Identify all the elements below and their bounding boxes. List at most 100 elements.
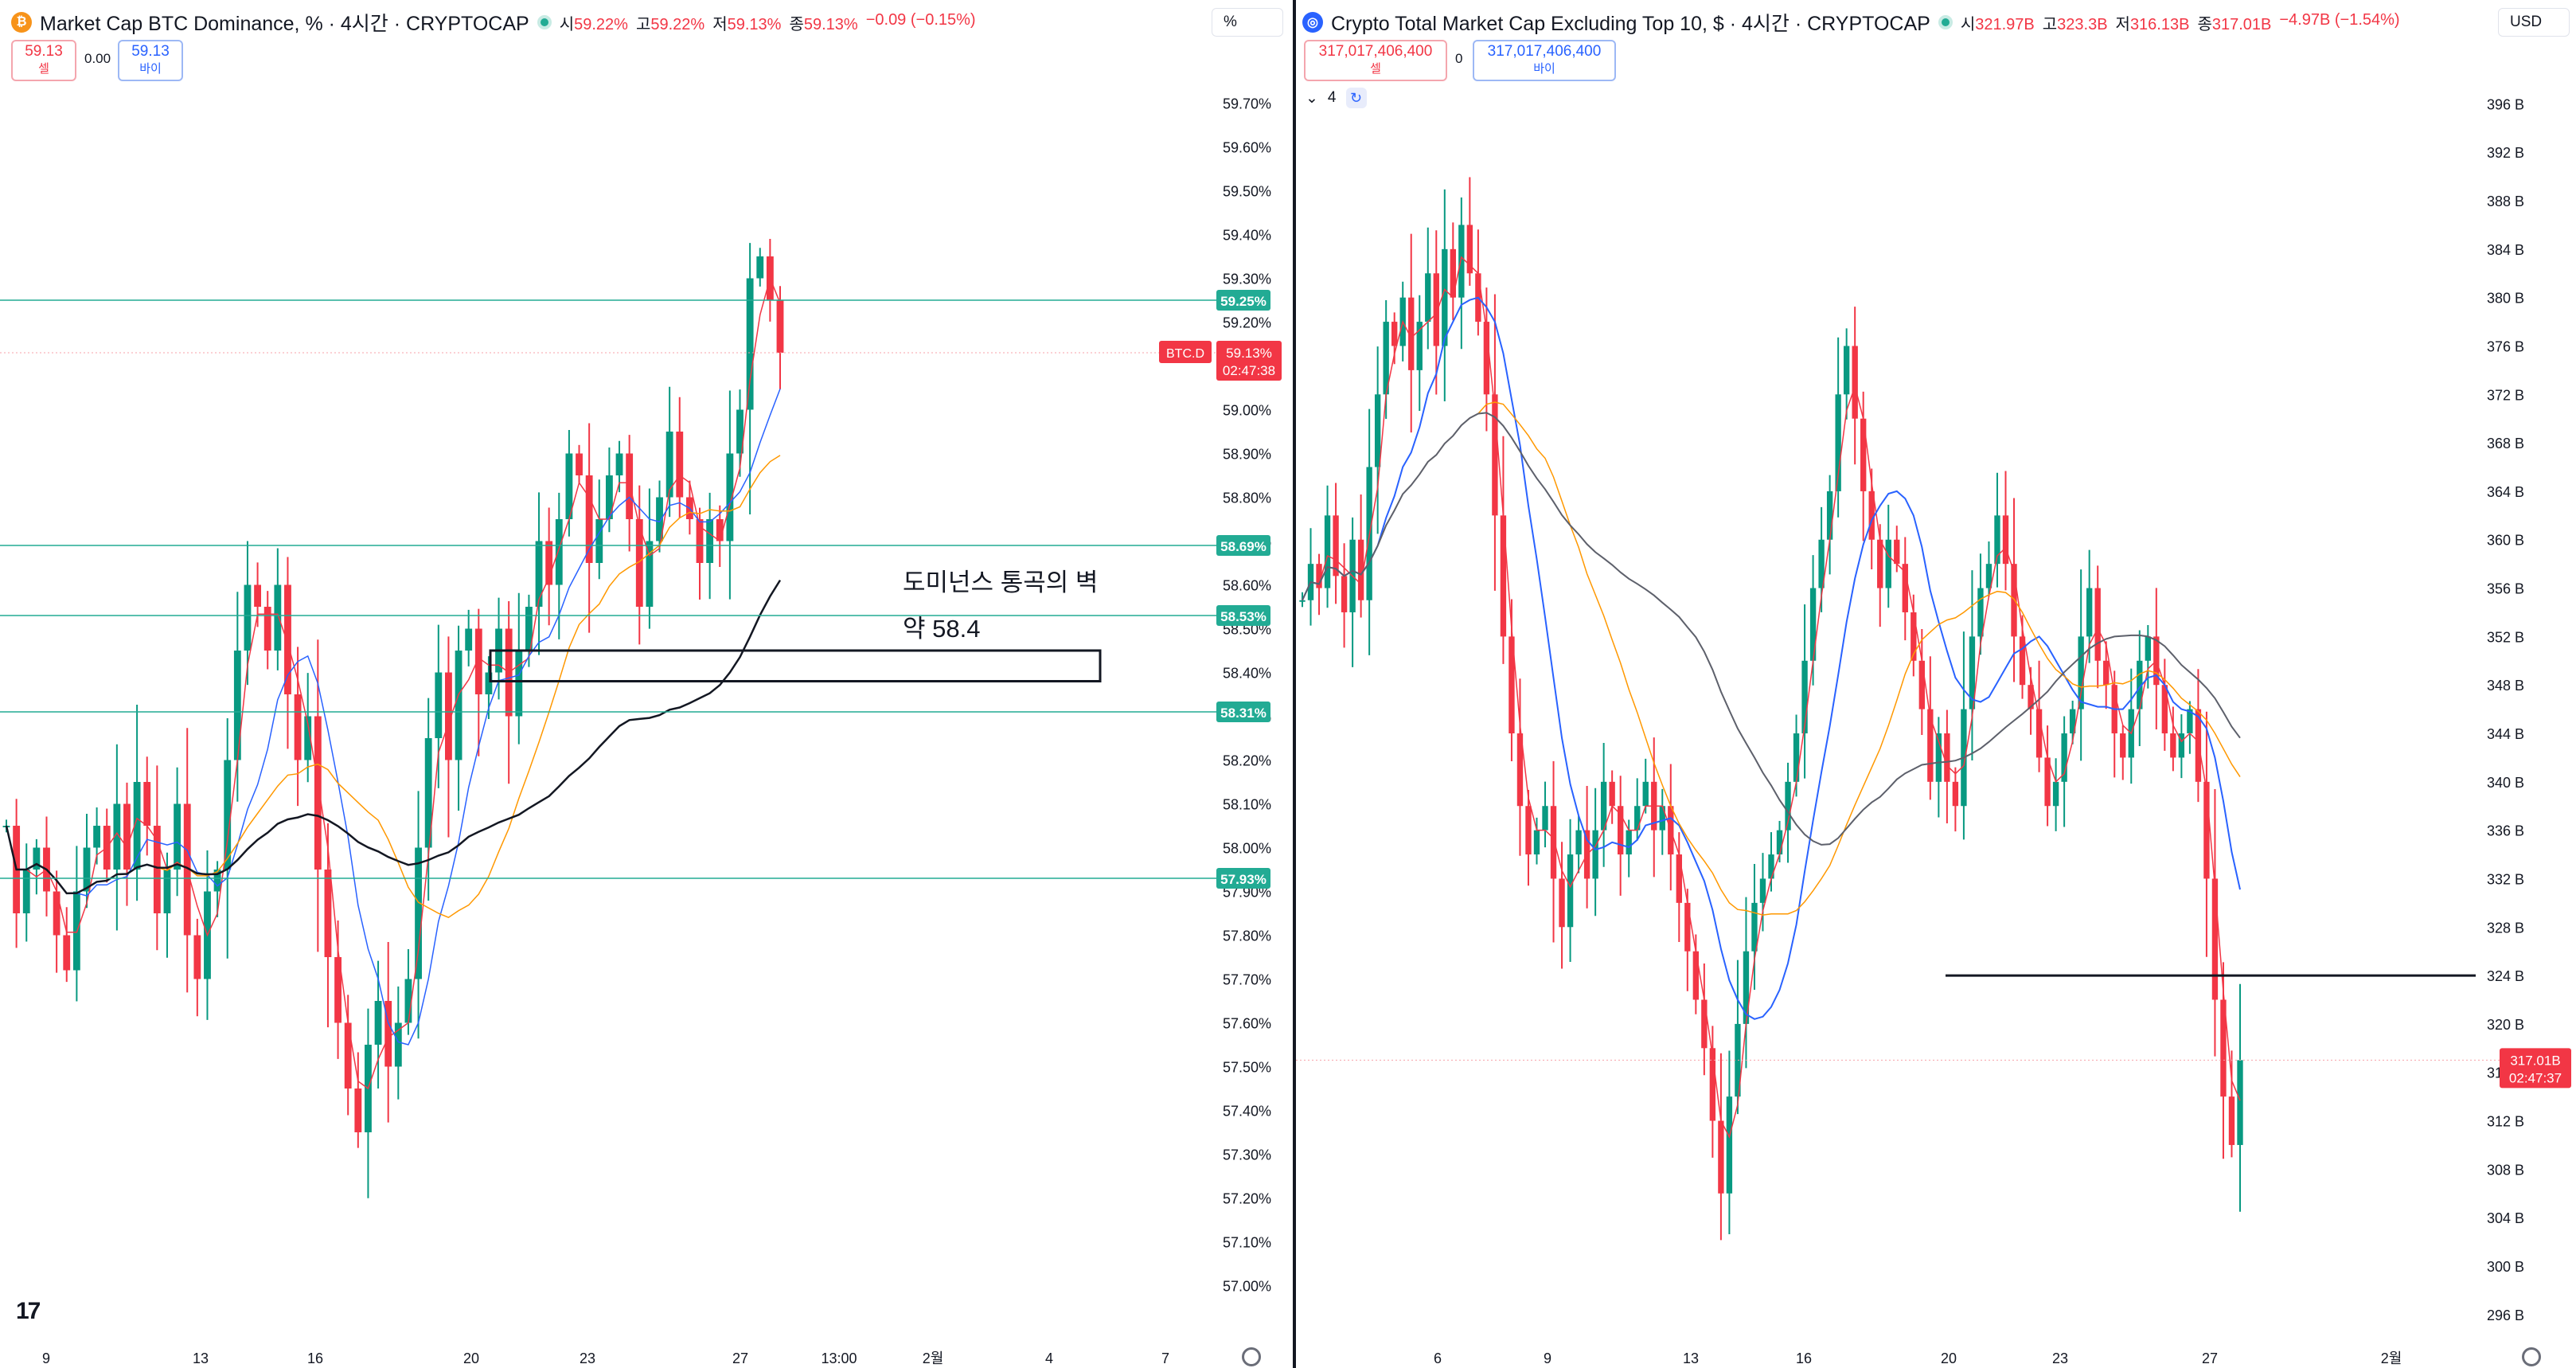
y-axis-tick-label: 324 B	[2487, 968, 2524, 984]
candle-down	[2211, 878, 2219, 1000]
candle-up	[465, 628, 473, 651]
right-sell-label: 셀	[1370, 62, 1381, 76]
x-axis-tick-label: 23	[2052, 1350, 2068, 1366]
candle-down	[2035, 709, 2043, 758]
right-sell-button[interactable]: 317,017,406,400 셀	[1304, 40, 1447, 81]
left-ohlc-value: 59.22%	[650, 15, 705, 33]
right-chart-title[interactable]: Crypto Total Market Cap Excluding Top 10…	[1331, 13, 1930, 35]
btc-dominance-chart[interactable]: 59.70% 59.60% 59.50% 59.40% 59.30% 59.20% 59.1…	[0, 0, 1290, 1368]
x-axis-tick-label: 9	[42, 1350, 50, 1366]
candle-up	[1383, 322, 1389, 395]
candle-up	[1768, 854, 1774, 879]
y-axis-tick-label: 332 B	[2487, 871, 2524, 887]
candle-down	[716, 519, 724, 541]
y-axis-tick-label: 59.40%	[1223, 228, 1271, 244]
candle-up	[1642, 781, 1649, 807]
left-settings-icon[interactable]	[1242, 1347, 1261, 1366]
right-unit-selector[interactable]: USD	[2498, 8, 2570, 37]
right-buy-button[interactable]: 317,017,406,400 바이	[1473, 40, 1616, 81]
candle-down	[626, 453, 634, 519]
candle-up	[726, 453, 734, 541]
y-axis-tick-label: 300 B	[2487, 1259, 2524, 1275]
level-price-tag	[1216, 868, 1270, 889]
refresh-icon[interactable]: ↻	[1345, 88, 1367, 108]
level-price-label: 59.25%	[1220, 294, 1267, 309]
candle-down	[143, 782, 151, 826]
candle-down	[2170, 733, 2176, 758]
candle-down	[1509, 636, 1515, 734]
candle-up	[1751, 902, 1758, 952]
candle-up	[1776, 830, 1783, 855]
candle-down	[1483, 322, 1490, 395]
candle-up	[22, 870, 30, 913]
total-market-cap-chart[interactable]: 396 B 392 B 388 B 384 B 380 B 376 B 372 B 368 B…	[1296, 0, 2576, 1368]
candle-up	[1985, 564, 1992, 588]
right-ohlc-item: 고323.3B	[2043, 11, 2108, 34]
candle-up	[394, 1022, 402, 1067]
candle-up	[1442, 248, 1448, 346]
candle-up	[404, 979, 412, 1023]
left-ohlc-value: −0.09 (−0.15%)	[865, 10, 976, 29]
candle-up	[1299, 600, 1306, 602]
left-ohlc-key: 시	[559, 15, 575, 33]
candle-up	[415, 847, 422, 979]
right-ohlc-key: 고	[2042, 15, 2058, 33]
candle-down	[1550, 806, 1557, 879]
left-sell-button[interactable]: 59.13 셀	[11, 40, 76, 81]
x-axis-tick-label: 27	[2202, 1350, 2218, 1366]
tradingview-logo[interactable]: 17	[16, 1298, 41, 1324]
candle-up	[1826, 491, 1833, 540]
level-price-tag	[1216, 605, 1270, 626]
candle-up	[2061, 733, 2067, 782]
candle-down	[1709, 1048, 1716, 1121]
left-chart-title[interactable]: Market Cap BTC Dominance, % · 4시간 · CRYP…	[40, 13, 529, 35]
candle-down	[1952, 781, 1959, 807]
candle-up	[435, 672, 443, 738]
x-axis-tick-label: 16	[1796, 1350, 1812, 1366]
candle-up	[525, 607, 533, 651]
candle-down	[776, 300, 784, 353]
candle-up	[224, 760, 232, 870]
candle-up	[274, 584, 282, 651]
level-price-tag	[1216, 535, 1270, 556]
right-settings-icon[interactable]	[2522, 1347, 2541, 1366]
candle-up	[1659, 806, 1665, 831]
crypto-cap-icon: ◎	[1302, 12, 1323, 33]
y-axis-tick-label: 57.70%	[1223, 972, 1271, 988]
candle-up	[1324, 515, 1331, 588]
candle-up	[1634, 806, 1641, 831]
annotation-line-1[interactable]: 도미넌스 통곡의 벽	[903, 569, 1099, 596]
total-market-cap-panel[interactable]: 396 B 392 B 388 B 384 B 380 B 376 B 372 B 368 B…	[1293, 0, 2576, 1368]
candle-down	[1516, 733, 1524, 807]
candle-down	[445, 672, 452, 760]
right-ohlc-value: −4.97B (−1.54%)	[2279, 10, 2400, 29]
left-ohlc-item: 고59.22%	[636, 11, 704, 34]
candle-up	[595, 519, 603, 563]
left-ohlc-key: 고	[635, 15, 651, 33]
candle-up	[746, 278, 754, 410]
x-axis-tick-label: 7	[1161, 1350, 1169, 1366]
x-axis-tick-label: 2월	[2381, 1350, 2402, 1366]
candle-down	[2103, 660, 2110, 686]
candle-down	[1559, 878, 1565, 928]
right-ohlc-values: 시321.97B 고323.3B 저316.13B 종317.01B −4.97B (−…	[1961, 11, 2400, 34]
candle-down	[1609, 781, 1615, 807]
y-axis-tick-label: 368 B	[2487, 436, 2524, 451]
left-unit-selector[interactable]: %	[1212, 8, 1283, 37]
candle-up	[424, 738, 432, 848]
candle-up	[1533, 830, 1540, 855]
right-ohlc-key: 종	[2197, 15, 2212, 33]
annotation-line-2[interactable]: 약 58.4	[903, 615, 981, 643]
chevron-down-icon[interactable]: ⌄	[1306, 89, 1318, 107]
left-buy-button[interactable]: 59.13 바이	[118, 40, 183, 81]
candle-up	[2178, 733, 2185, 758]
candle-up	[1785, 781, 1791, 831]
btc-dominance-panel[interactable]: 59.70% 59.60% 59.50% 59.40% 59.30% 59.20% 59.1…	[0, 0, 1293, 1368]
candle-down	[193, 935, 201, 979]
indicator-toggle[interactable]: ⌄ 4 ↻	[1306, 88, 1367, 108]
candle-up	[2052, 781, 2059, 807]
candle-down	[1617, 806, 1624, 855]
candle-down	[354, 1089, 362, 1132]
left-sell-price: 59.13	[25, 43, 63, 60]
x-axis-tick-label: 6	[1434, 1350, 1442, 1366]
